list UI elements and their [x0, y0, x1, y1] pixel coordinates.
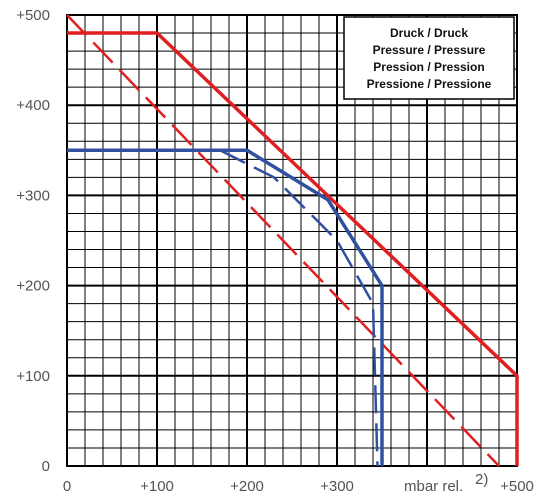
x-tick-label: +500: [500, 478, 534, 495]
x-unit-footnote: 2): [475, 471, 488, 488]
legend-box: Druck / Druck Pressure / Pressure Pression…: [343, 16, 515, 100]
series-line-1-solid: [67, 31, 519, 466]
legend-line: Pression / Pression: [373, 60, 484, 74]
y-tick-label: +500: [16, 7, 50, 24]
series-line-2-dashed: [66, 14, 500, 467]
series-layer: [66, 14, 519, 467]
y-tick-label: +100: [16, 368, 50, 385]
x-unit-label: mbar rel.: [404, 478, 463, 495]
y-tick-label: +400: [16, 97, 50, 114]
series-line-3-solid: [67, 148, 384, 466]
legend-box-frame: [343, 16, 515, 100]
legend-line: Druck / Druck: [390, 26, 468, 40]
axis-tick-labels: 0 +100 +200 +300 +400 +500 0 +100 +200 +300 +500 mb…: [16, 7, 534, 495]
x-tick-label: +100: [140, 478, 174, 495]
y-tick-label: +300: [16, 187, 50, 204]
legend-line: Pressione / Pressione: [367, 77, 492, 91]
y-tick-label: 0: [42, 458, 50, 475]
x-tick-label: +300: [320, 478, 354, 495]
y-tick-label: +200: [16, 278, 50, 295]
series-line-4-dashed: [219, 149, 379, 467]
legend-line: Pressure / Pressure: [373, 43, 486, 57]
x-tick-label: 0: [63, 478, 71, 495]
plot-frame: [66, 14, 518, 467]
x-tick-label: +200: [230, 478, 264, 495]
